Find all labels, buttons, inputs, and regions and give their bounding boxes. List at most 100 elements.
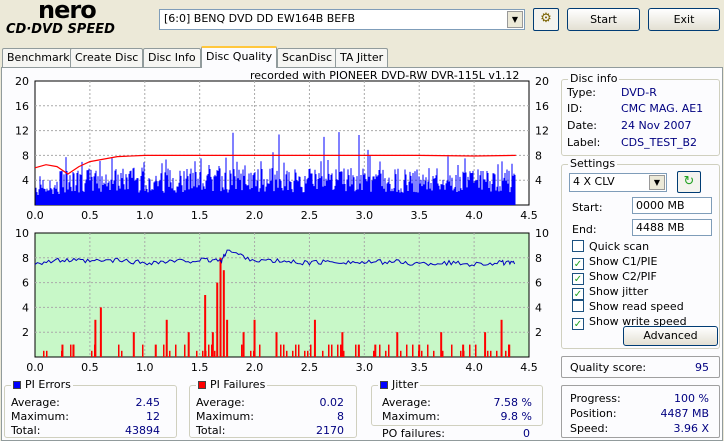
quick-scan-checkbox[interactable]: Quick scan: [572, 240, 649, 253]
checkbox-box[interactable]: [572, 300, 584, 312]
disc-id-value: CMC MAG. AE1: [621, 102, 704, 115]
chevron-down-icon[interactable]: ▼: [507, 11, 523, 28]
pi-failures-y-tick-left: 2: [22, 326, 29, 339]
tab-create-disc[interactable]: Create Disc: [70, 48, 144, 67]
pi-failures-maximum-label: Maximum:: [196, 410, 254, 423]
show-read-speed-checkbox[interactable]: Show read speed: [572, 300, 684, 313]
pif-bar: [412, 344, 414, 357]
pi-failures-total-label: Total:: [196, 424, 226, 437]
refresh-drive-button[interactable]: ⚙: [533, 8, 559, 31]
pif-bar: [94, 344, 96, 357]
tab-scandisc[interactable]: ScanDisc: [277, 48, 338, 67]
pif-bar: [169, 350, 171, 357]
jitter-maximum-label: Maximum:: [382, 410, 440, 423]
pif-bar: [208, 344, 210, 357]
pif-bar: [508, 344, 510, 357]
pi-failures-x-tick: 3.0: [356, 361, 374, 373]
check-icon[interactable]: ✓: [572, 258, 584, 270]
pif-bar: [385, 350, 387, 357]
tab-disc-info[interactable]: Disc Info: [143, 48, 201, 67]
pif-bar: [154, 344, 157, 357]
end-input[interactable]: 4488 MB: [632, 219, 712, 236]
pif-bar: [250, 350, 252, 357]
pif-bar: [331, 344, 333, 357]
pi-errors-y-tick-right: 8: [535, 149, 542, 162]
tab-disc-quality[interactable]: Disc Quality: [201, 46, 278, 68]
check-icon[interactable]: ✓: [572, 318, 584, 330]
pi-errors-group: PI Errors Average: 2.45 Maximum: 12 Tota…: [4, 378, 177, 438]
pi-failures-y-tick-right: 10: [535, 227, 549, 240]
pi-errors-y-tick-right: 4: [535, 174, 542, 187]
start-input[interactable]: 0000 MB: [632, 197, 712, 214]
show-c1-pie-checkbox[interactable]: ✓ Show C1/PIE: [572, 255, 658, 270]
recorded-with-text: recorded with PIONEER DVD-RW DVR-115L v1…: [250, 69, 520, 82]
pif-bar: [118, 344, 120, 357]
pi-errors-total-label: Total:: [11, 424, 41, 437]
settings-group: Settings 4 X CLV ▼ ↻ Start: 0000 MB End:…: [561, 157, 720, 349]
settings-title: Settings: [568, 157, 618, 170]
pif-bar: [451, 344, 453, 357]
drive-select[interactable]: [6:0] BENQ DVD DD EW164B BEFB ▼: [159, 9, 525, 30]
advanced-button[interactable]: Advanced: [623, 326, 718, 346]
pi-failures-group: PI Failures Average: 0.02 Maximum: 8 Tot…: [189, 378, 357, 438]
pi-errors-title: PI Errors: [11, 378, 73, 391]
exit-button[interactable]: Exit: [648, 8, 720, 31]
pif-bar: [379, 344, 381, 357]
speed-chevron-down-icon[interactable]: ▼: [649, 175, 665, 190]
tab-ta-jitter[interactable]: TA Jitter: [335, 48, 389, 67]
pif-bar: [196, 350, 198, 357]
check-icon[interactable]: ✓: [572, 273, 584, 285]
pi-errors-maximum-label: Maximum:: [11, 410, 69, 423]
quality-score-value: 95: [695, 361, 709, 374]
pif-bar: [388, 344, 390, 357]
pif-bar: [133, 350, 135, 357]
pif-bar: [442, 350, 444, 357]
pi-errors-average-label: Average:: [11, 396, 60, 409]
pif-bar: [490, 350, 492, 357]
tab-benchmark[interactable]: Benchmark: [2, 48, 75, 67]
pi-errors-x-tick: 4.5: [520, 209, 538, 222]
pi-failures-x-tick: 2.5: [301, 361, 319, 373]
po-failures-label: PO failures:: [382, 427, 445, 440]
check-icon[interactable]: ✓: [572, 288, 584, 300]
pi-failures-x-tick: 0.5: [81, 361, 99, 373]
pif-bar: [73, 344, 75, 357]
show-jitter-checkbox[interactable]: ✓ Show jitter: [572, 285, 649, 300]
disc-info-group: Disc info Type: DVD-R ID: CMC MAG. AE1 D…: [561, 72, 720, 156]
disc-label-value: CDS_TEST_B2: [621, 136, 698, 149]
pif-bar: [373, 350, 375, 357]
pif-bar: [91, 350, 93, 357]
refresh-speed-button[interactable]: ↻: [677, 171, 701, 193]
disc-id-label: ID:: [567, 102, 583, 115]
show-c2-pif-checkbox[interactable]: ✓ Show C2/PIF: [572, 270, 657, 285]
pi-failures-x-tick: 3.5: [410, 361, 428, 373]
pi-failures-x-tick: 4.0: [465, 361, 483, 373]
start-button[interactable]: Start: [567, 8, 640, 31]
nero-logo: nero CD·DVD SPEED: [6, 0, 156, 44]
speed-select[interactable]: 4 X CLV ▼: [569, 173, 667, 192]
checkbox-box[interactable]: [572, 240, 584, 252]
pif-bar: [298, 344, 300, 357]
pif-bar: [313, 319, 316, 357]
disc-date-label: Date:: [567, 119, 597, 132]
pif-bar: [396, 332, 399, 357]
speed-label: Speed:: [570, 422, 609, 435]
pif-bar: [433, 350, 435, 357]
pif-bar: [205, 350, 207, 357]
pif-bar: [307, 350, 309, 357]
pi-errors-y-tick-left: 8: [22, 149, 29, 162]
pif-bar: [94, 319, 97, 357]
disc-type-label: Type:: [567, 86, 596, 99]
pif-bar: [427, 344, 429, 357]
pif-bar: [165, 319, 168, 357]
pi-failures-y-tick-left: 6: [22, 277, 29, 290]
pif-bar: [469, 344, 471, 357]
pif-bar: [295, 344, 297, 357]
pif-bar: [100, 350, 102, 357]
speed-value: 3.96 X: [673, 422, 709, 435]
pif-bar: [400, 350, 402, 357]
pif-bar: [496, 350, 498, 357]
pi-errors-y-tick-right: 12: [535, 125, 549, 138]
show-write-speed-checkbox[interactable]: ✓ Show write speed: [572, 315, 687, 330]
disc-quality-charts: 20 20 16 16 12 12 8 8 4 4 0.0 0.5 1.0 1.5 2.0 2.5 3.0 3.5…: [15, 75, 549, 373]
